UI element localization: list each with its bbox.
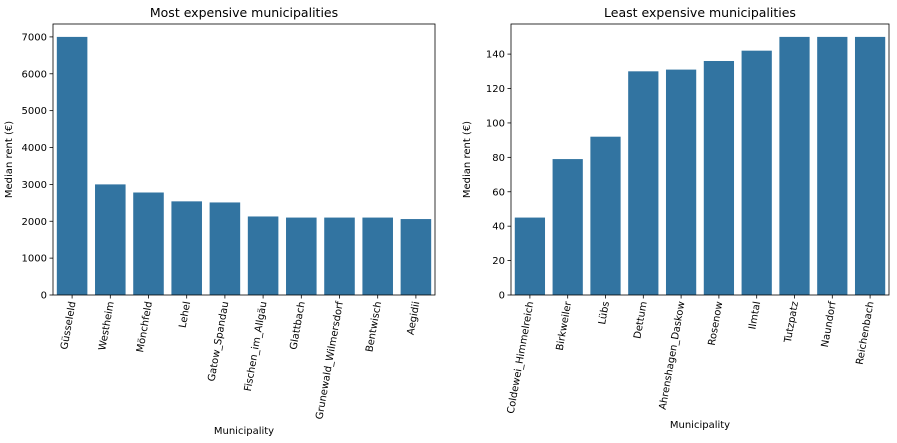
x-tick-label: Dettum [632,301,649,340]
x-ticks: Güsseleld Westheim Mönchfeld Lehel Gatow_Spa… [59,295,422,420]
chart-title: Least expensive municipalities [604,5,796,20]
bar-1 [56,36,88,296]
bar-10 [854,36,886,296]
bars [514,36,886,296]
bar-8 [779,36,810,296]
x-axis-label: Municipality [670,420,730,431]
x-tick-label: Aegidii [406,301,423,336]
x-tick-label: Birkweiler [555,300,575,352]
bar-6 [703,60,735,295]
y-tick-label: 3000 [22,180,47,191]
x-axis-label: Municipality [214,426,274,437]
x-tick-label: Naundorf [820,300,839,348]
y-tick-label: 40 [492,222,505,233]
x-tick-label: Fischen_im_Allgäu [243,301,270,393]
x-tick-label: Glattbach [288,301,307,351]
bar-9 [362,217,393,295]
y-tick-label: 0 [499,291,505,302]
x-tick-label: Rosenow [707,301,726,347]
x-tick-label: Lübs [597,301,612,326]
bar-5 [209,202,241,295]
bar-3 [133,192,164,295]
x-tick-label: Grunewald_Wilmersdorf [314,300,346,420]
x-tick-label: Mönchfeld [135,301,155,354]
x-tick-label: Bentwisch [364,301,384,353]
x-tick-label: Gatow_Spandau [206,301,231,383]
bar-7 [741,50,772,295]
bar-1 [514,217,546,295]
chart-title: Most expensive municipalities [150,5,338,20]
y-tick-label: 100 [486,118,505,129]
y-axis-label: Median rent (€) [462,121,473,198]
y-tick-label: 80 [492,153,505,164]
bar-6 [247,216,279,295]
y-tick-label: 140 [486,50,505,61]
bar-2 [95,184,126,295]
chart-least-expensive: Least expensive municipalities Median re… [462,5,890,431]
x-tick-label: Lehel [178,301,193,329]
bar-8 [324,217,355,295]
y-tick-label: 0 [41,291,47,302]
y-tick-label: 1000 [22,254,47,265]
plot-frame [52,23,436,296]
bar-10 [400,219,432,295]
plot-frame [510,23,890,296]
bar-2 [552,159,583,295]
y-tick-label: 4000 [22,143,47,154]
x-tick-label: Ahrenshagen_Daskow [658,301,688,411]
x-tick-label: Tutzpatz [783,301,801,345]
y-tick-label: 5000 [22,106,47,117]
y-tick-label: 2000 [22,217,47,228]
x-tick-label: Güsseleld [59,301,78,351]
bars [56,36,432,296]
y-tick-label: 120 [486,84,505,95]
bar-7 [286,217,317,295]
y-tick-label: 60 [492,187,505,198]
y-tick-label: 7000 [22,32,47,43]
chart-most-expensive: Most expensive municipalities Median ren… [4,5,436,437]
x-ticks: Coldewei_Himmelreich Birkweiler Lübs Dettum… [506,295,877,415]
bar-3 [590,136,621,295]
y-tick-label: 6000 [22,69,47,80]
y-axis-label: Median rent (€) [4,121,15,198]
bar-9 [817,36,848,296]
x-tick-label: Reichenbach [855,301,877,366]
bar-4 [171,201,202,295]
y-ticks: 0 20 40 60 80 100 120 140 [486,50,511,302]
bar-5 [665,69,697,295]
bar-4 [628,71,659,295]
x-tick-label: Ilmtal [747,301,763,331]
y-ticks: 0 1000 2000 3000 4000 5000 6000 7000 [22,32,53,302]
x-tick-label: Westheim [97,301,116,352]
y-tick-label: 20 [492,256,505,267]
x-tick-label: Coldewei_Himmelreich [506,301,537,415]
